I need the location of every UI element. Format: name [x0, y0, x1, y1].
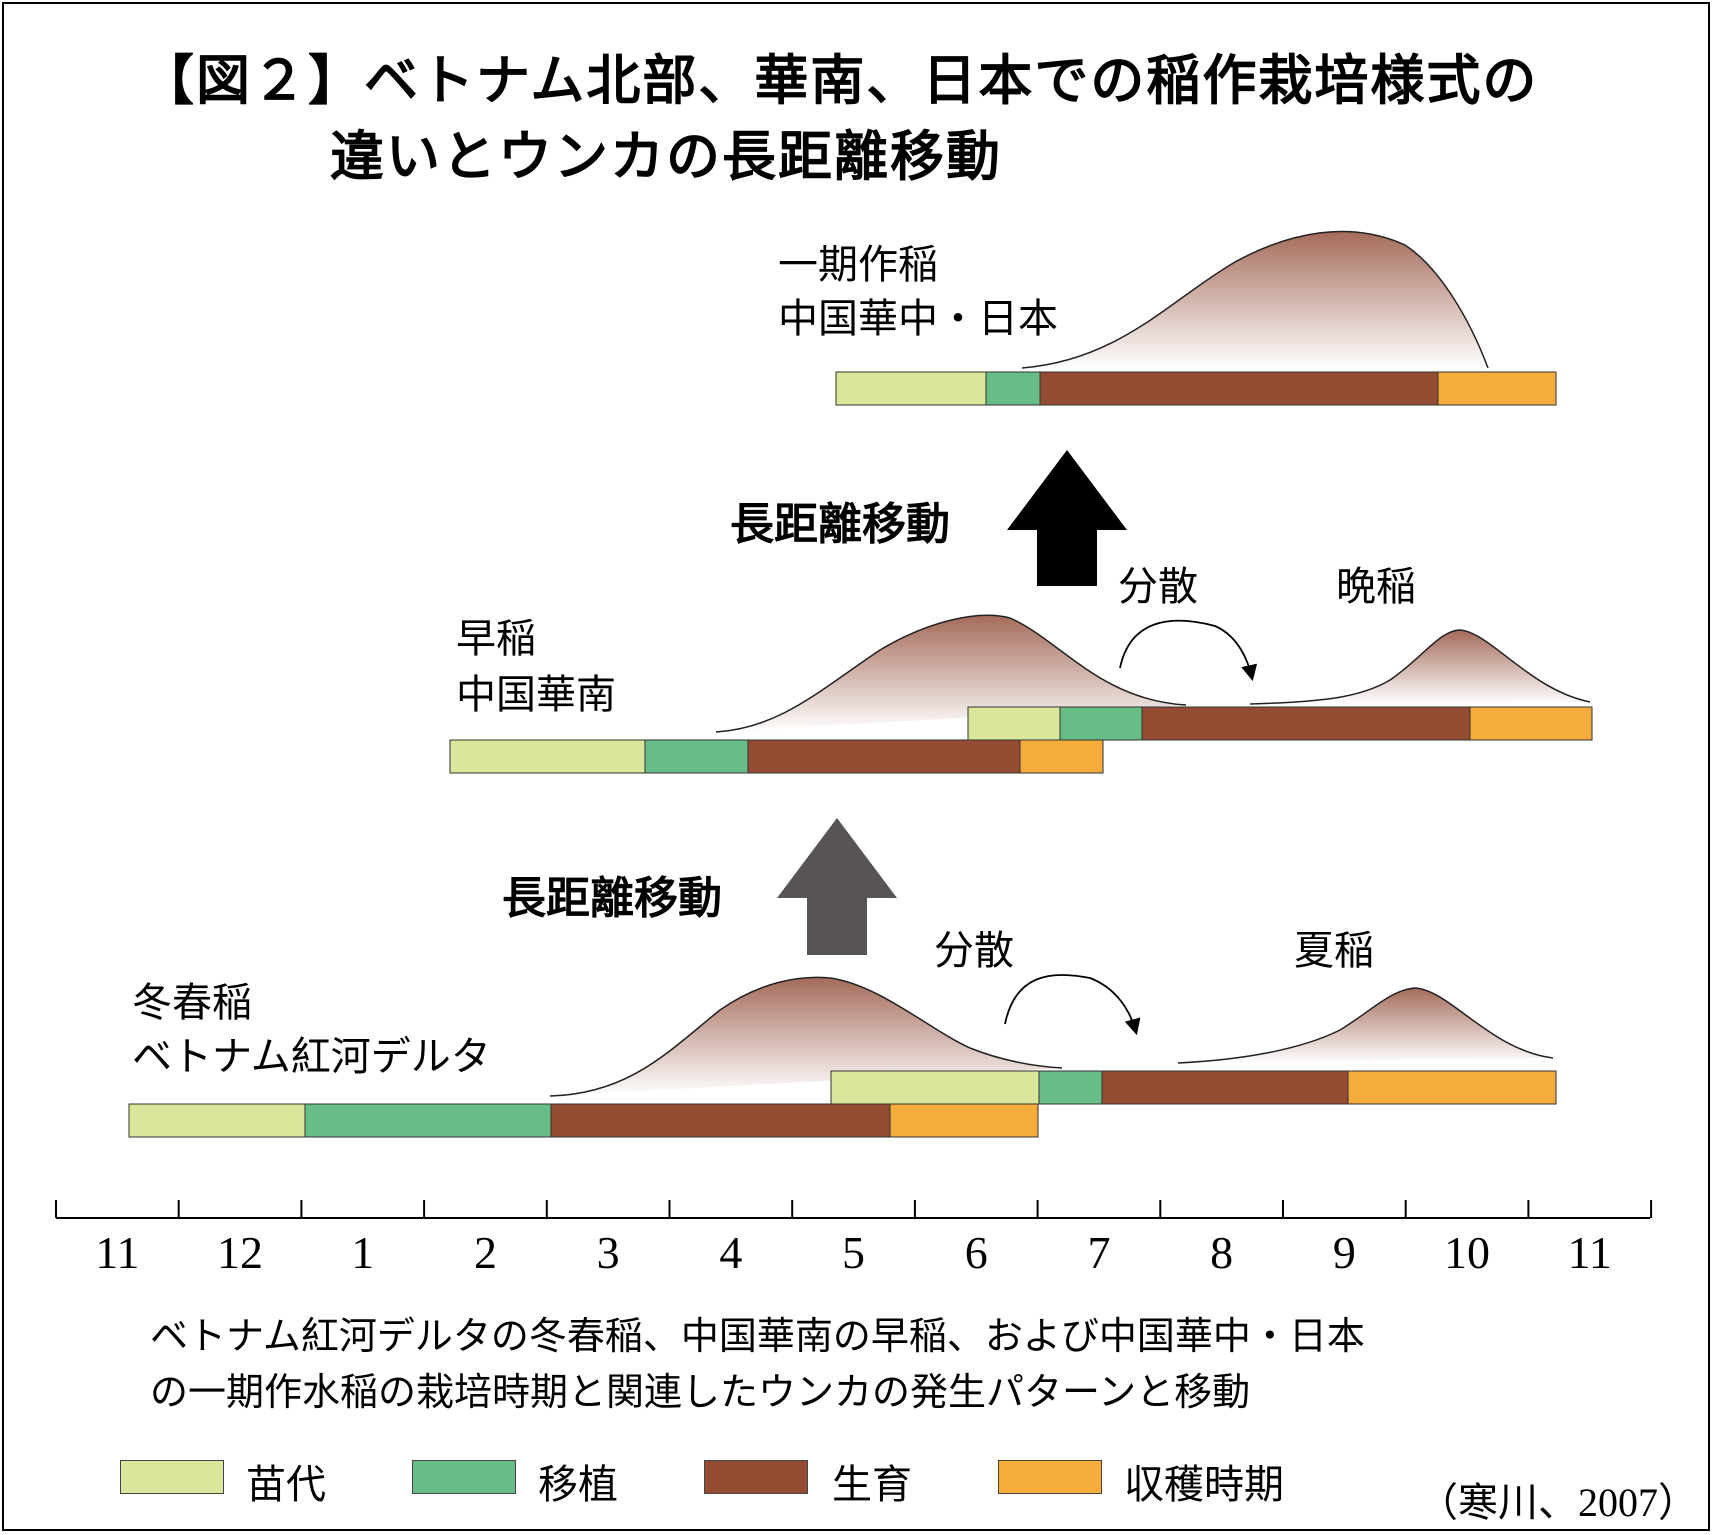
- mid-late-bar-transplant: [1059, 706, 1143, 741]
- legend-swatch-growth: [704, 1460, 808, 1494]
- month-tick-label: 9: [1332, 1227, 1356, 1278]
- bottom-late-schedule-bar: [830, 1070, 1557, 1105]
- legend-swatch-harvest: [998, 1460, 1102, 1494]
- source-citation: （寒川、2007）: [1418, 1480, 1698, 1525]
- bot-early-bar-nursery: [128, 1103, 306, 1138]
- month-tick-label: 2: [473, 1227, 497, 1278]
- month-tick-label: 1: [351, 1227, 375, 1278]
- legend-label-growth: 生育: [832, 1462, 912, 1508]
- migration-label-top: 長距離移動: [730, 499, 950, 550]
- month-tick-label: 11: [95, 1227, 140, 1278]
- bottom-late-name: 夏稲: [1294, 928, 1374, 974]
- legend-swatch-nursery: [120, 1460, 224, 1494]
- mid-late-bar-growth: [1141, 706, 1471, 741]
- month-tick-label: 8: [1210, 1227, 1234, 1278]
- top-schedule-bar: [835, 371, 1557, 406]
- title-line-1: 【図２】ベトナム北部、華南、日本での稲作栽培様式の: [140, 49, 1539, 112]
- bottom-early-schedule-bar: [128, 1103, 1039, 1138]
- caption-line-1: ベトナム紅河デルタの冬春稲、中国華南の早稲、および中国華中・日本: [150, 1314, 1365, 1358]
- middle-late-name: 晩稲: [1336, 564, 1416, 610]
- month-axis: [55, 1200, 1653, 1219]
- middle-disperse-label: 分散: [1118, 564, 1198, 610]
- bottom-late-population-curve-outline: [1177, 987, 1554, 1064]
- month-tick-label: 10: [1444, 1227, 1491, 1278]
- month-tick-label: 6: [964, 1227, 988, 1278]
- top-bar-harvest: [1437, 371, 1557, 406]
- mid-early-bar-transplant: [644, 739, 749, 774]
- middle-late-population-curve: [1250, 630, 1590, 704]
- middle-late-schedule-bar: [967, 706, 1593, 741]
- bot-late-bar-growth: [1101, 1070, 1349, 1105]
- middle-early-population-curve-outline: [715, 614, 1187, 733]
- bot-early-bar-harvest: [889, 1103, 1039, 1138]
- month-tick-label: 4: [719, 1227, 743, 1278]
- legend-label-nursery: 苗代: [246, 1462, 326, 1508]
- month-tick-label: 5: [842, 1227, 866, 1278]
- bottom-disperse-label: 分散: [934, 928, 1014, 974]
- mid-early-bar-harvest: [1019, 739, 1104, 774]
- top-tier-region: 中国華中・日本: [778, 296, 1058, 342]
- bot-early-bar-transplant: [304, 1103, 552, 1138]
- mid-early-bar-nursery: [449, 739, 646, 774]
- month-tick-label: 12: [217, 1227, 264, 1278]
- middle-early-name: 早稲: [456, 616, 536, 662]
- bottom-disperse-arrow: [1004, 974, 1141, 1036]
- title-line-2: 違いとウンカの長距離移動: [330, 125, 1002, 188]
- middle-early-population-curve: [716, 615, 1186, 732]
- mid-early-bar-growth: [747, 739, 1021, 774]
- middle-disperse-arrow: [1119, 619, 1258, 682]
- middle-early-schedule-bar: [449, 739, 1104, 774]
- top-bar-transplant: [985, 371, 1041, 406]
- top-tier-name: 一期作稲: [778, 242, 938, 288]
- caption-line-2: の一期作水稲の栽培時期と関連したウンカの発生パターンと移動: [150, 1370, 1251, 1414]
- middle-late-population-curve-outline: [1249, 629, 1591, 705]
- migration-label-bottom: 長距離移動: [502, 873, 722, 924]
- month-tick-label: 3: [596, 1227, 620, 1278]
- bottom-early-population-curve: [550, 977, 1062, 1096]
- mid-late-bar-nursery: [967, 706, 1061, 741]
- top-population-curve: [1022, 231, 1488, 368]
- bot-early-bar-growth: [550, 1103, 891, 1138]
- top-bar-growth: [1039, 371, 1439, 406]
- legend-label-harvest: 収穫時期: [1124, 1462, 1284, 1508]
- migration-arrow-bottom: [777, 818, 897, 955]
- migration-arrow-top: [1007, 450, 1127, 586]
- bottom-early-population-curve-outline: [549, 976, 1063, 1097]
- top-population-curve-outline: [1021, 230, 1489, 369]
- bot-late-bar-nursery: [830, 1070, 1040, 1105]
- bot-late-bar-transplant: [1038, 1070, 1103, 1105]
- legend-label-transplant: 移植: [538, 1462, 618, 1508]
- month-tick-label: 7: [1087, 1227, 1111, 1278]
- middle-early-region: 中国華南: [456, 672, 616, 718]
- mid-late-bar-harvest: [1469, 706, 1593, 741]
- top-bar-nursery: [835, 371, 987, 406]
- bot-late-bar-harvest: [1347, 1070, 1557, 1105]
- bottom-early-region: ベトナム紅河デルタ: [132, 1034, 491, 1080]
- legend-swatch-transplant: [412, 1460, 516, 1494]
- month-tick-label: 11: [1567, 1227, 1612, 1278]
- bottom-late-population-curve: [1178, 988, 1553, 1063]
- bottom-early-name: 冬春稲: [132, 980, 252, 1026]
